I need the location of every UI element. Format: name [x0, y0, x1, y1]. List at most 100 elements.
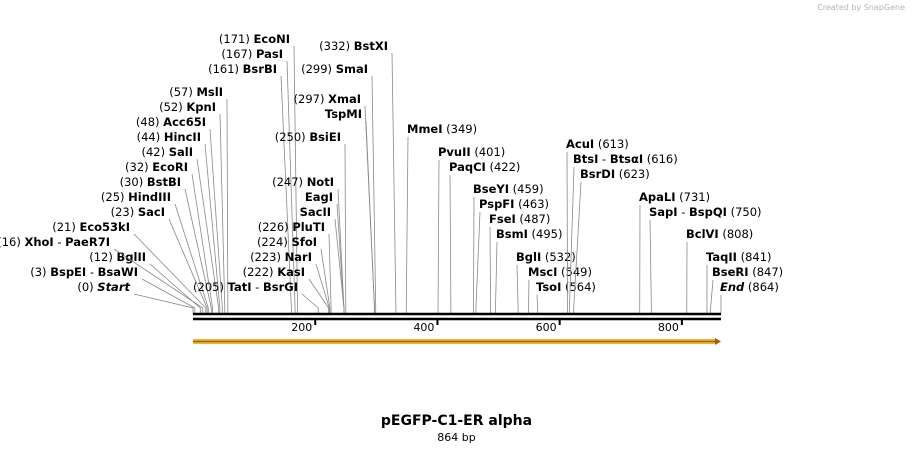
site-label-econi[interactable]: (171) EcoNI [219, 32, 290, 46]
site-connector-pluti [328, 233, 332, 314]
site-label-end[interactable]: End (864) [720, 280, 779, 294]
enzyme-name: NarI [285, 250, 312, 264]
site-position: (332) [319, 39, 354, 53]
site-connector-tsoi [536, 294, 539, 314]
enzyme-name: SmaI [336, 62, 368, 76]
site-position: (223) [250, 250, 285, 264]
site-connector-start [133, 293, 194, 314]
site-connector-xhoi [113, 248, 204, 314]
site-label-start[interactable]: (0) Start [77, 280, 130, 294]
site-position: (167) [221, 47, 256, 61]
site-connector-hindiii [174, 203, 209, 314]
sequence-length: 864 bp [437, 431, 476, 444]
site-connector-msli [226, 98, 229, 314]
site-label-bsrbi[interactable]: (161) BsrBI [208, 62, 277, 76]
site-label-pspfi[interactable]: PspFI (463) [479, 197, 549, 211]
site-label-msli[interactable]: (57) MslI [169, 85, 223, 99]
site-connector-hincii [204, 143, 221, 314]
enzyme-name: PasI [256, 47, 283, 61]
enzyme-name: TaqII [706, 250, 737, 264]
site-label-bseyi[interactable]: BseYI (459) [473, 182, 544, 196]
site-label-mmei[interactable]: MmeI (349) [407, 122, 477, 136]
site-label-fsei[interactable]: FseI (487) [489, 212, 550, 226]
enzyme-name: FseI [489, 212, 516, 226]
site-label-acc65i[interactable]: (48) Acc65I [136, 115, 206, 129]
site-connector-kasi [308, 278, 330, 314]
site-connector-bspei [141, 278, 196, 314]
site-label-ecori[interactable]: (32) EcoRI [125, 160, 188, 174]
site-label-xmai[interactable]: (297) XmaI [294, 92, 361, 106]
enzyme-name: BclVI [686, 227, 719, 241]
site-label-acui[interactable]: AcuI (613) [566, 137, 629, 151]
site-position: (247) [272, 175, 307, 189]
enzyme-name: HindIII [128, 190, 171, 204]
enzyme-name: MscI [528, 265, 557, 279]
site-position: (161) [208, 62, 243, 76]
enzyme-alt-name: BsaWI [98, 265, 138, 279]
site-connector-ecori [191, 173, 213, 314]
site-label-bspei[interactable]: (3) BspEI - BsaWI [30, 265, 138, 279]
enzyme-name: EcoNI [254, 32, 290, 46]
site-label-pvuii[interactable]: PvuII (401) [438, 145, 505, 159]
site-label-sali[interactable]: (42) SalI [141, 145, 193, 159]
site-label-bgli[interactable]: BglI (532) [516, 250, 576, 264]
site-label-bsrdi[interactable]: BsrDI (623) [580, 167, 650, 181]
site-position: (864) [744, 280, 779, 294]
site-label-bseri[interactable]: BseRI (847) [712, 265, 783, 279]
enzyme-name: TspMI [325, 107, 362, 121]
site-label-bsiei[interactable]: (250) BsiEI [275, 130, 341, 144]
site-position: (401) [471, 145, 506, 159]
site-position: (841) [737, 250, 772, 264]
site-label-hindiii[interactable]: (25) HindIII [101, 190, 171, 204]
site-label-xhoi[interactable]: (16) XhoI - PaeR7I [0, 235, 110, 249]
site-position: (224) [257, 235, 292, 249]
site-label-sfoi[interactable]: (224) SfoI [257, 235, 317, 249]
site-label-msci[interactable]: MscI (549) [528, 265, 592, 279]
site-label-apali[interactable]: ApaLI (731) [639, 190, 710, 204]
site-label-btsi[interactable]: BtsI - BtsαI (616) [573, 152, 678, 166]
site-label-bstxi[interactable]: (332) BstXI [319, 39, 388, 53]
site-label-bstbi[interactable]: (30) BstBI [120, 175, 181, 189]
site-label-tati[interactable]: (205) TatI - BsrGI [193, 280, 298, 294]
site-position: (250) [275, 130, 310, 144]
site-label-bclvi[interactable]: BclVI (808) [686, 227, 753, 241]
enzyme-alt-name: PaeR7I [65, 235, 110, 249]
enzyme-name: BtsI [573, 152, 598, 166]
site-position: (623) [615, 167, 650, 181]
site-connector-saci [168, 218, 208, 314]
enzyme-name: AcuI [566, 137, 594, 151]
site-label-pasi[interactable]: (167) PasI [221, 47, 283, 61]
site-position: (495) [528, 227, 563, 241]
site-label-sapi[interactable]: SapI - BspQI (750) [649, 205, 762, 219]
site-position: (42) [141, 145, 168, 159]
enzyme-name: BglII [117, 250, 147, 264]
site-connector-bgli [516, 264, 519, 314]
site-label-sacii[interactable]: SacII [300, 205, 331, 219]
enzyme-name: NotI [307, 175, 334, 189]
site-label-kpni[interactable]: (52) KpnI [159, 100, 216, 114]
site-label-tsoi[interactable]: TsoI (564) [536, 280, 596, 294]
site-label-pluti[interactable]: (226) PluTI [258, 220, 325, 234]
site-position: (616) [643, 152, 678, 166]
site-label-noti[interactable]: (247) NotI [272, 175, 334, 189]
enzyme-name: PluTI [292, 220, 325, 234]
site-label-eagi[interactable]: EagI [305, 190, 333, 204]
site-label-nari[interactable]: (223) NarI [250, 250, 312, 264]
site-label-eco53ki[interactable]: (21) Eco53kI [52, 220, 130, 234]
site-label-hincii[interactable]: (44) HincII [137, 130, 201, 144]
site-label-smai[interactable]: (299) SmaI [301, 62, 368, 76]
site-connector-kpni [219, 113, 226, 314]
site-label-taqii[interactable]: TaqII (841) [706, 250, 772, 264]
site-label-bglii[interactable]: (12) BglII [89, 250, 146, 264]
site-position: (808) [719, 227, 754, 241]
site-label-saci[interactable]: (23) SacI [111, 205, 165, 219]
site-position: (23) [111, 205, 138, 219]
enzyme-name: PspFI [479, 197, 514, 211]
site-connector-bseyi [473, 196, 475, 314]
site-label-bsmi[interactable]: BsmI (495) [496, 227, 562, 241]
site-label-paqci[interactable]: PaqCI (422) [449, 160, 520, 174]
site-connector-nari [315, 263, 330, 314]
site-label-tspmi[interactable]: TspMI [325, 107, 362, 121]
enzyme-name: EcoRI [152, 160, 188, 174]
site-label-kasi[interactable]: (222) KasI [243, 265, 305, 279]
